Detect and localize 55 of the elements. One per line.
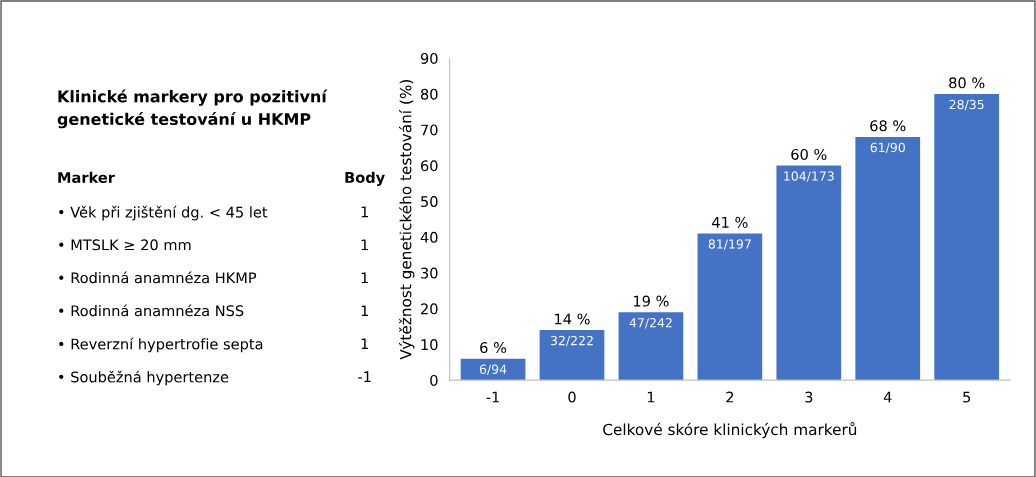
bar <box>776 165 842 381</box>
text: Marker <box>58 171 115 184</box>
category-label: • Souběžná hypertenze <box>59 370 229 386</box>
y-axis-title: Výtěžnost genetického testování (%) <box>399 79 415 360</box>
data-label: 14 % <box>555 313 590 325</box>
data-label: 1 <box>361 338 368 350</box>
data-label: 80 % <box>949 77 985 89</box>
data-label: 1 <box>361 239 368 251</box>
y-tick-label: 80 <box>420 88 438 100</box>
y-tick-label: 70 <box>421 124 438 136</box>
data-label: 41 % <box>712 216 748 228</box>
text: Klinické markery pro pozitivní genetické testování u HKMP <box>57 89 328 129</box>
data-label: 6 % <box>480 342 507 354</box>
data-label: 1 <box>361 305 368 317</box>
data-label: 1 <box>361 272 368 284</box>
category-label: • Rodinná anamnéza NSS <box>59 304 244 317</box>
y-tick-label: 30 <box>421 267 438 279</box>
x-tick-label: 0 <box>568 391 576 403</box>
category-label: • Reverzní hypertrofie septa <box>59 337 263 353</box>
bar <box>697 233 763 381</box>
y-tick-label: 0 <box>430 374 438 386</box>
annotation: 47/242 <box>629 317 672 329</box>
x-tick-label: -1 <box>486 391 499 403</box>
bar <box>460 358 526 381</box>
bar <box>618 312 684 381</box>
x-axis-title: Celkové skóre klinických markerů <box>603 422 857 439</box>
annotation: 6/94 <box>479 364 507 375</box>
bar <box>855 136 921 381</box>
data-label: 1 <box>361 206 368 218</box>
data-label: 19 % <box>634 295 669 307</box>
annotation: 28/35 <box>949 99 984 111</box>
y-tick-label: 40 <box>420 231 438 243</box>
y-tick-label: 10 <box>421 339 438 351</box>
category-label: • MTSLK ≥ 20 mm <box>59 239 191 251</box>
x-tick-label: 4 <box>883 391 892 403</box>
data-label: 68 % <box>870 120 906 132</box>
data-label: -1 <box>358 371 371 382</box>
text: Body <box>345 171 385 186</box>
x-tick-label: 5 <box>963 391 971 403</box>
x-tick-label: 1 <box>647 391 655 403</box>
data-label: 60 % <box>791 148 827 160</box>
y-tick-label: 50 <box>421 196 438 208</box>
y-tick-label: 20 <box>421 303 438 315</box>
bar <box>934 93 1000 381</box>
annotation: 32/222 <box>550 335 593 347</box>
annotation: 81/197 <box>708 239 751 250</box>
category-label: • Věk při zjištění dg. < 45 let <box>59 205 268 221</box>
annotation: 104/173 <box>784 171 834 182</box>
y-tick-label: 90 <box>420 52 438 64</box>
annotation: 61/90 <box>870 142 905 154</box>
x-tick-label: 3 <box>805 391 813 403</box>
category-label: • Rodinná anamnéza HKMP <box>59 271 257 284</box>
bar <box>539 330 605 381</box>
x-tick-label: 2 <box>726 391 734 403</box>
y-tick-label: 60 <box>420 160 438 172</box>
